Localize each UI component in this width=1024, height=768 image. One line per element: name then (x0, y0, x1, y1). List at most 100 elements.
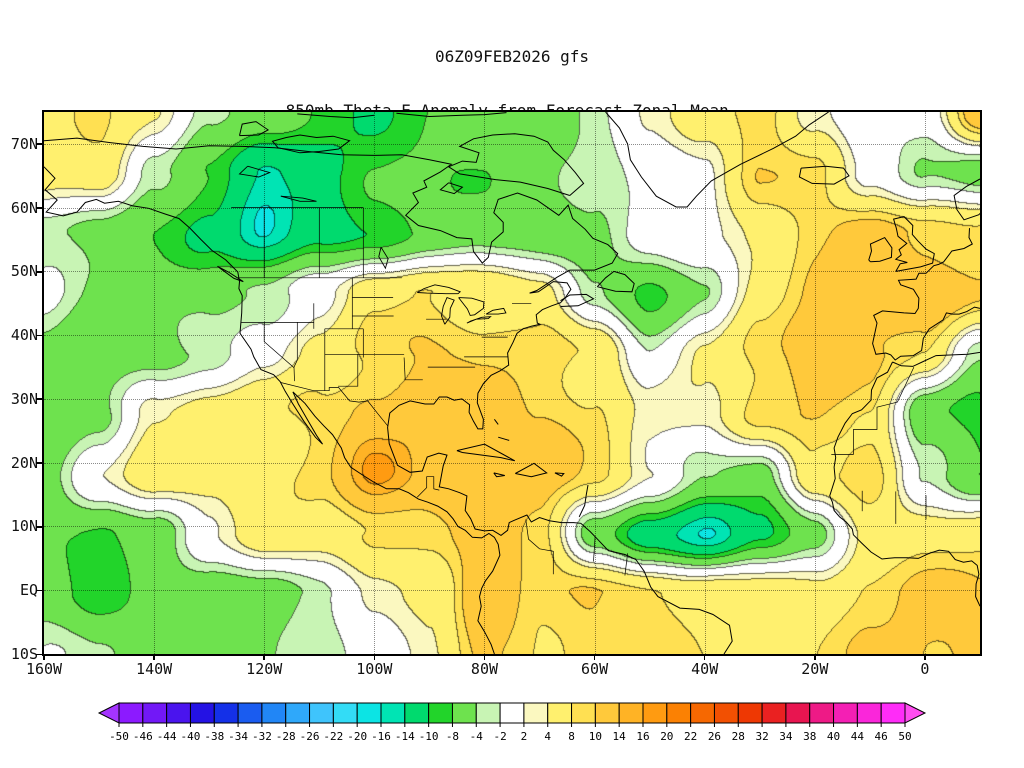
lake-outline (458, 297, 485, 316)
colorbar-cell (642, 702, 668, 724)
graticule-meridian (704, 112, 706, 654)
colorbar-cell (618, 702, 644, 724)
colorbar-cell (761, 702, 787, 724)
colorbar-cell (166, 702, 191, 724)
coastline (439, 182, 464, 195)
lake-outline (466, 316, 492, 324)
coastline (493, 472, 505, 478)
colorbar-tick-label: 10 (589, 730, 602, 743)
colorbar-tick-label: -40 (181, 730, 201, 743)
coastline (560, 293, 595, 307)
colorbar-tick-label: 26 (708, 730, 721, 743)
graticule-meridian (264, 112, 266, 654)
colorbar-tick-label: -38 (204, 730, 224, 743)
colorbar-cell (809, 702, 835, 724)
colorbar-cell (594, 702, 620, 724)
lat-tick-mark (36, 525, 42, 528)
coastline (868, 236, 893, 263)
colorbar-tick-label: 8 (568, 730, 575, 743)
political-border (417, 476, 440, 498)
graticule-meridian (484, 112, 486, 654)
colorbar-cell (356, 702, 382, 724)
colorbar-cell (737, 702, 763, 724)
lat-tick-mark (36, 653, 42, 656)
lake-outline (238, 165, 272, 178)
coastline (892, 351, 980, 367)
coastline (396, 112, 507, 118)
lon-tick-label: 100W (356, 660, 393, 678)
political-border (280, 382, 388, 426)
coastline (953, 178, 980, 221)
colorbar-cell (499, 702, 525, 724)
lon-tick-mark (373, 654, 376, 660)
coastline (493, 419, 499, 425)
coastline (596, 270, 635, 293)
lon-tick-mark (483, 654, 486, 660)
colorbar-cell (451, 702, 477, 724)
coastline (872, 228, 980, 361)
political-border (403, 357, 406, 380)
colorbar-cell (213, 702, 239, 724)
lat-tick-label: 30N (10, 389, 38, 408)
lon-tick-label: 80W (470, 660, 499, 678)
colorbar-cell (189, 702, 215, 724)
colorbar: -50 -46 -44 -40 -38 -34 -32 -28 -26 -22 -20 -16 -14-… (97, 702, 927, 743)
colorbar-above-arrow (904, 702, 927, 724)
lat-tick-mark (36, 589, 42, 592)
coastline (498, 436, 510, 441)
coastline (297, 113, 375, 119)
colorbar-tick-label: -44 (157, 730, 177, 743)
graticule-parallel (44, 526, 980, 528)
coastline (829, 361, 980, 607)
coastline (239, 121, 270, 137)
lat-tick-label: 70N (10, 134, 38, 153)
graticule-meridian (594, 112, 596, 654)
lake-outline (378, 246, 389, 270)
colorbar-tick-label: -16 (371, 730, 391, 743)
colorbar-cell (523, 702, 549, 724)
colorbar-cell (475, 702, 501, 724)
colorbar-tick-label: 14 (613, 730, 627, 743)
colorbar-tick-label: -20 (347, 730, 367, 743)
colorbar-tick-label: 20 (660, 730, 673, 743)
lon-tick-label: 160W (25, 660, 63, 678)
lat-tick-mark (36, 207, 42, 209)
political-border (593, 536, 596, 562)
coastline (447, 133, 585, 196)
coastline (554, 472, 565, 477)
colorbar-tick-label: 2 (521, 730, 528, 743)
lat-tick-mark (36, 398, 42, 401)
coastline (456, 443, 516, 462)
graticule-parallel (44, 143, 980, 145)
lon-tick-label: 20W (801, 660, 829, 678)
lon-tick-mark (153, 654, 155, 660)
coastline (217, 265, 244, 283)
colorbar-tick-label: -4 (470, 730, 484, 743)
colorbar-tick-label: -8 (446, 730, 459, 743)
political-border (338, 354, 359, 387)
lon-tick-mark (43, 654, 45, 660)
graticule-parallel (44, 398, 980, 400)
colorbar-tick-label: -32 (252, 730, 272, 743)
colorbar-tick-label: 50 (898, 730, 911, 743)
lat-tick-label: 60N (10, 198, 38, 217)
coastline (605, 112, 829, 208)
lat-tick-mark (36, 334, 42, 337)
colorbar-cell (571, 702, 596, 724)
coastline (515, 462, 548, 478)
lon-tick-mark (703, 654, 706, 660)
coastline (892, 216, 935, 272)
graticule-parallel (44, 335, 980, 337)
colorbar-tick-label: -10 (419, 730, 439, 743)
colorbar-tick-label: -26 (300, 730, 320, 743)
colorbar-tick-label: 28 (732, 730, 745, 743)
lon-tick-mark (593, 654, 596, 660)
political-border (263, 322, 295, 368)
coastline (44, 166, 501, 654)
graticule-parallel (44, 590, 980, 592)
graticule-parallel (44, 207, 980, 209)
graticule-meridian (154, 112, 156, 654)
colorbar-tick-label: 40 (827, 730, 840, 743)
colorbar-cell (118, 702, 144, 724)
